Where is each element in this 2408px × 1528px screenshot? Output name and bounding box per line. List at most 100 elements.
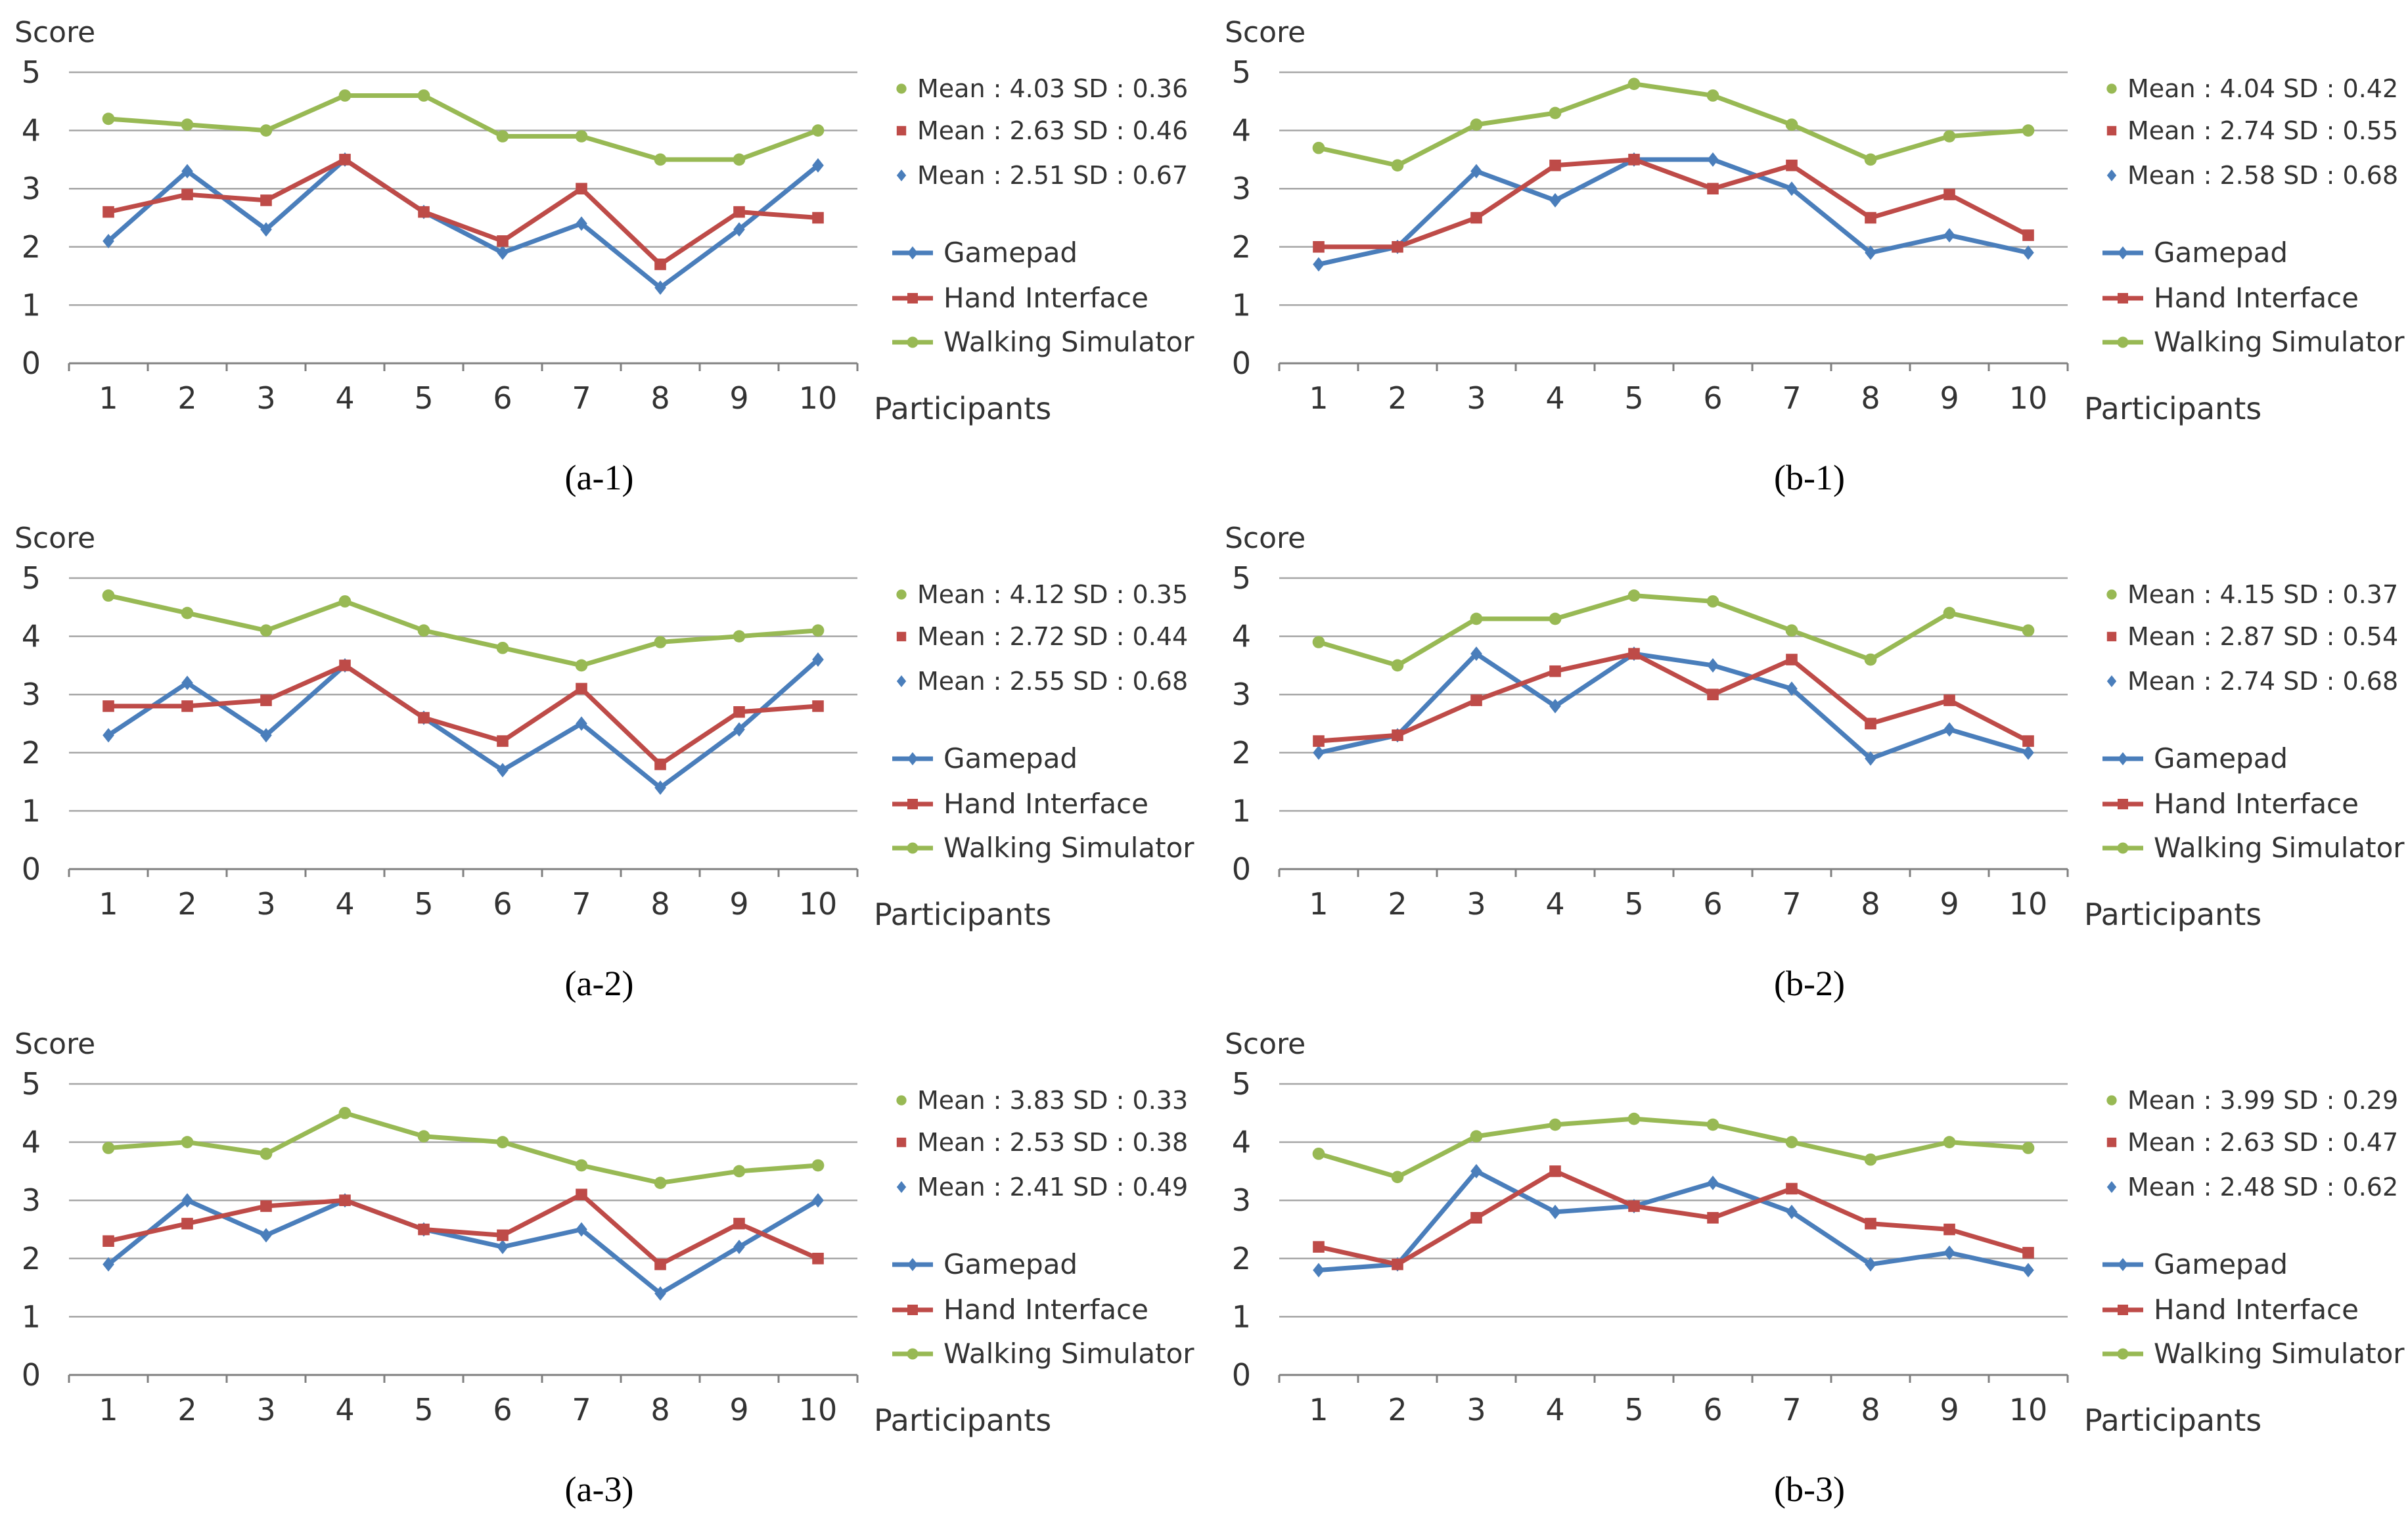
series-walking-simulator (1312, 1112, 2035, 1184)
legend-label: Gamepad (2154, 742, 2288, 775)
stat-text: Mean : 4.04 SD : 0.42 (2127, 74, 2398, 103)
x-tick-label: 4 (335, 886, 354, 922)
data-point (654, 280, 666, 295)
data-point (1313, 257, 1325, 272)
data-point (1312, 636, 1325, 648)
y-tick-label: 0 (1232, 851, 1251, 887)
data-point (811, 124, 825, 137)
legend-label: Walking Simulator (943, 832, 1194, 864)
data-point (181, 1136, 194, 1148)
data-point (2022, 124, 2035, 137)
y-tick-label: 2 (1232, 229, 1251, 265)
data-point (2022, 735, 2034, 747)
series-gamepad (1313, 152, 2034, 272)
series-walking-simulator (102, 89, 825, 166)
data-point (260, 222, 272, 237)
x-tick-label: 5 (414, 1392, 433, 1427)
stat-marker-icon (896, 1137, 907, 1148)
data-point (181, 118, 194, 131)
data-point (1470, 1211, 1482, 1224)
data-point (2022, 1263, 2034, 1278)
chart-svg-a2: Score 0 1 2 3 4 5 1 2 3 4 5 6 7 8 9 10 Participants (a-2) M… (14, 522, 1194, 1003)
x-tick-label: 6 (1703, 1392, 1722, 1427)
data-point (1391, 659, 1404, 672)
legend-marker-icon (2118, 293, 2128, 303)
data-point (1786, 181, 1798, 196)
data-point (1470, 694, 1482, 706)
series-gamepad (102, 652, 824, 795)
x-tick-label: 6 (493, 1392, 512, 1427)
x-tick-label: 8 (1861, 380, 1880, 416)
data-point (102, 1257, 114, 1272)
stat-text: Mean : 2.55 SD : 0.68 (917, 667, 1188, 696)
x-tick-label: 6 (1703, 380, 1722, 416)
legend-label: Hand Interface (2154, 1293, 2359, 1326)
data-point (654, 258, 666, 271)
data-point (496, 641, 509, 654)
series-line (1318, 651, 2029, 761)
data-point (417, 624, 430, 637)
data-point (338, 1106, 352, 1119)
x-tick-label: 1 (99, 380, 118, 416)
x-tick-label: 9 (1940, 380, 1959, 416)
data-point (733, 1240, 745, 1255)
data-point (1313, 1241, 1325, 1253)
legend-marker-icon (907, 799, 918, 809)
data-point (1470, 612, 1483, 625)
data-point (1785, 1136, 1798, 1148)
y-tick-label: 5 (22, 560, 41, 596)
series-hand-interface (102, 660, 824, 771)
data-point (1313, 1263, 1325, 1278)
data-point (1785, 624, 1798, 637)
series-gamepad (1313, 1163, 2034, 1278)
stat-marker-icon (896, 1095, 907, 1106)
data-point (1627, 1112, 1641, 1125)
x-tick-label: 3 (1466, 1392, 1486, 1427)
x-tick-label: 2 (1388, 886, 1407, 922)
data-point (1312, 141, 1325, 154)
x-tick-label: 9 (1940, 886, 1959, 922)
series-gamepad (1313, 646, 2034, 766)
y-tick-label: 2 (22, 1241, 41, 1276)
y-tick-label: 0 (22, 851, 41, 887)
data-point (1785, 118, 1798, 131)
data-point (102, 233, 114, 248)
data-point (339, 154, 351, 166)
legend-label: Hand Interface (943, 282, 1148, 314)
legend-marker-icon (907, 1348, 919, 1360)
y-tick-label: 4 (1232, 113, 1251, 148)
data-point (2022, 624, 2035, 637)
x-tick-label: 5 (414, 380, 433, 416)
panel-caption: (a-2) (565, 964, 634, 1003)
data-point (260, 624, 273, 637)
stat-text: Mean : 2.74 SD : 0.55 (2127, 116, 2398, 145)
series-hand-interface (102, 154, 824, 271)
y-axis-title: Score (14, 16, 95, 49)
series-line (108, 93, 819, 162)
data-point (1470, 164, 1482, 179)
data-point (181, 164, 193, 179)
data-point (811, 1159, 825, 1172)
data-point (497, 235, 509, 247)
data-point (1549, 698, 1561, 713)
data-point (1391, 159, 1404, 172)
chart-svg-b1: Score 0 1 2 3 4 5 1 2 3 4 5 6 7 8 9 10 Participants (b-1) M… (1225, 16, 2405, 497)
legend-marker-icon (2118, 246, 2128, 259)
series-line (107, 658, 820, 790)
panel-caption: (b-3) (1774, 1470, 1845, 1509)
data-point (733, 722, 745, 737)
data-point (1864, 153, 1877, 166)
chart-svg-a1: Score 0 1 2 3 4 5 1 2 3 4 5 6 7 8 9 10 Participants (a-1) M… (14, 16, 1194, 497)
x-tick-label: 3 (1466, 380, 1486, 416)
x-tick-label: 8 (650, 886, 670, 922)
y-tick-label: 2 (1232, 735, 1251, 771)
y-tick-label: 4 (1232, 619, 1251, 654)
series-hand-interface (102, 1188, 824, 1270)
series-line (108, 663, 819, 767)
x-tick-label: 3 (256, 886, 275, 922)
data-point (576, 216, 587, 231)
y-tick-label: 1 (1232, 793, 1251, 828)
data-point (1628, 1200, 1640, 1212)
stat-text: Mean : 3.99 SD : 0.29 (2127, 1086, 2398, 1115)
data-point (417, 1130, 430, 1143)
